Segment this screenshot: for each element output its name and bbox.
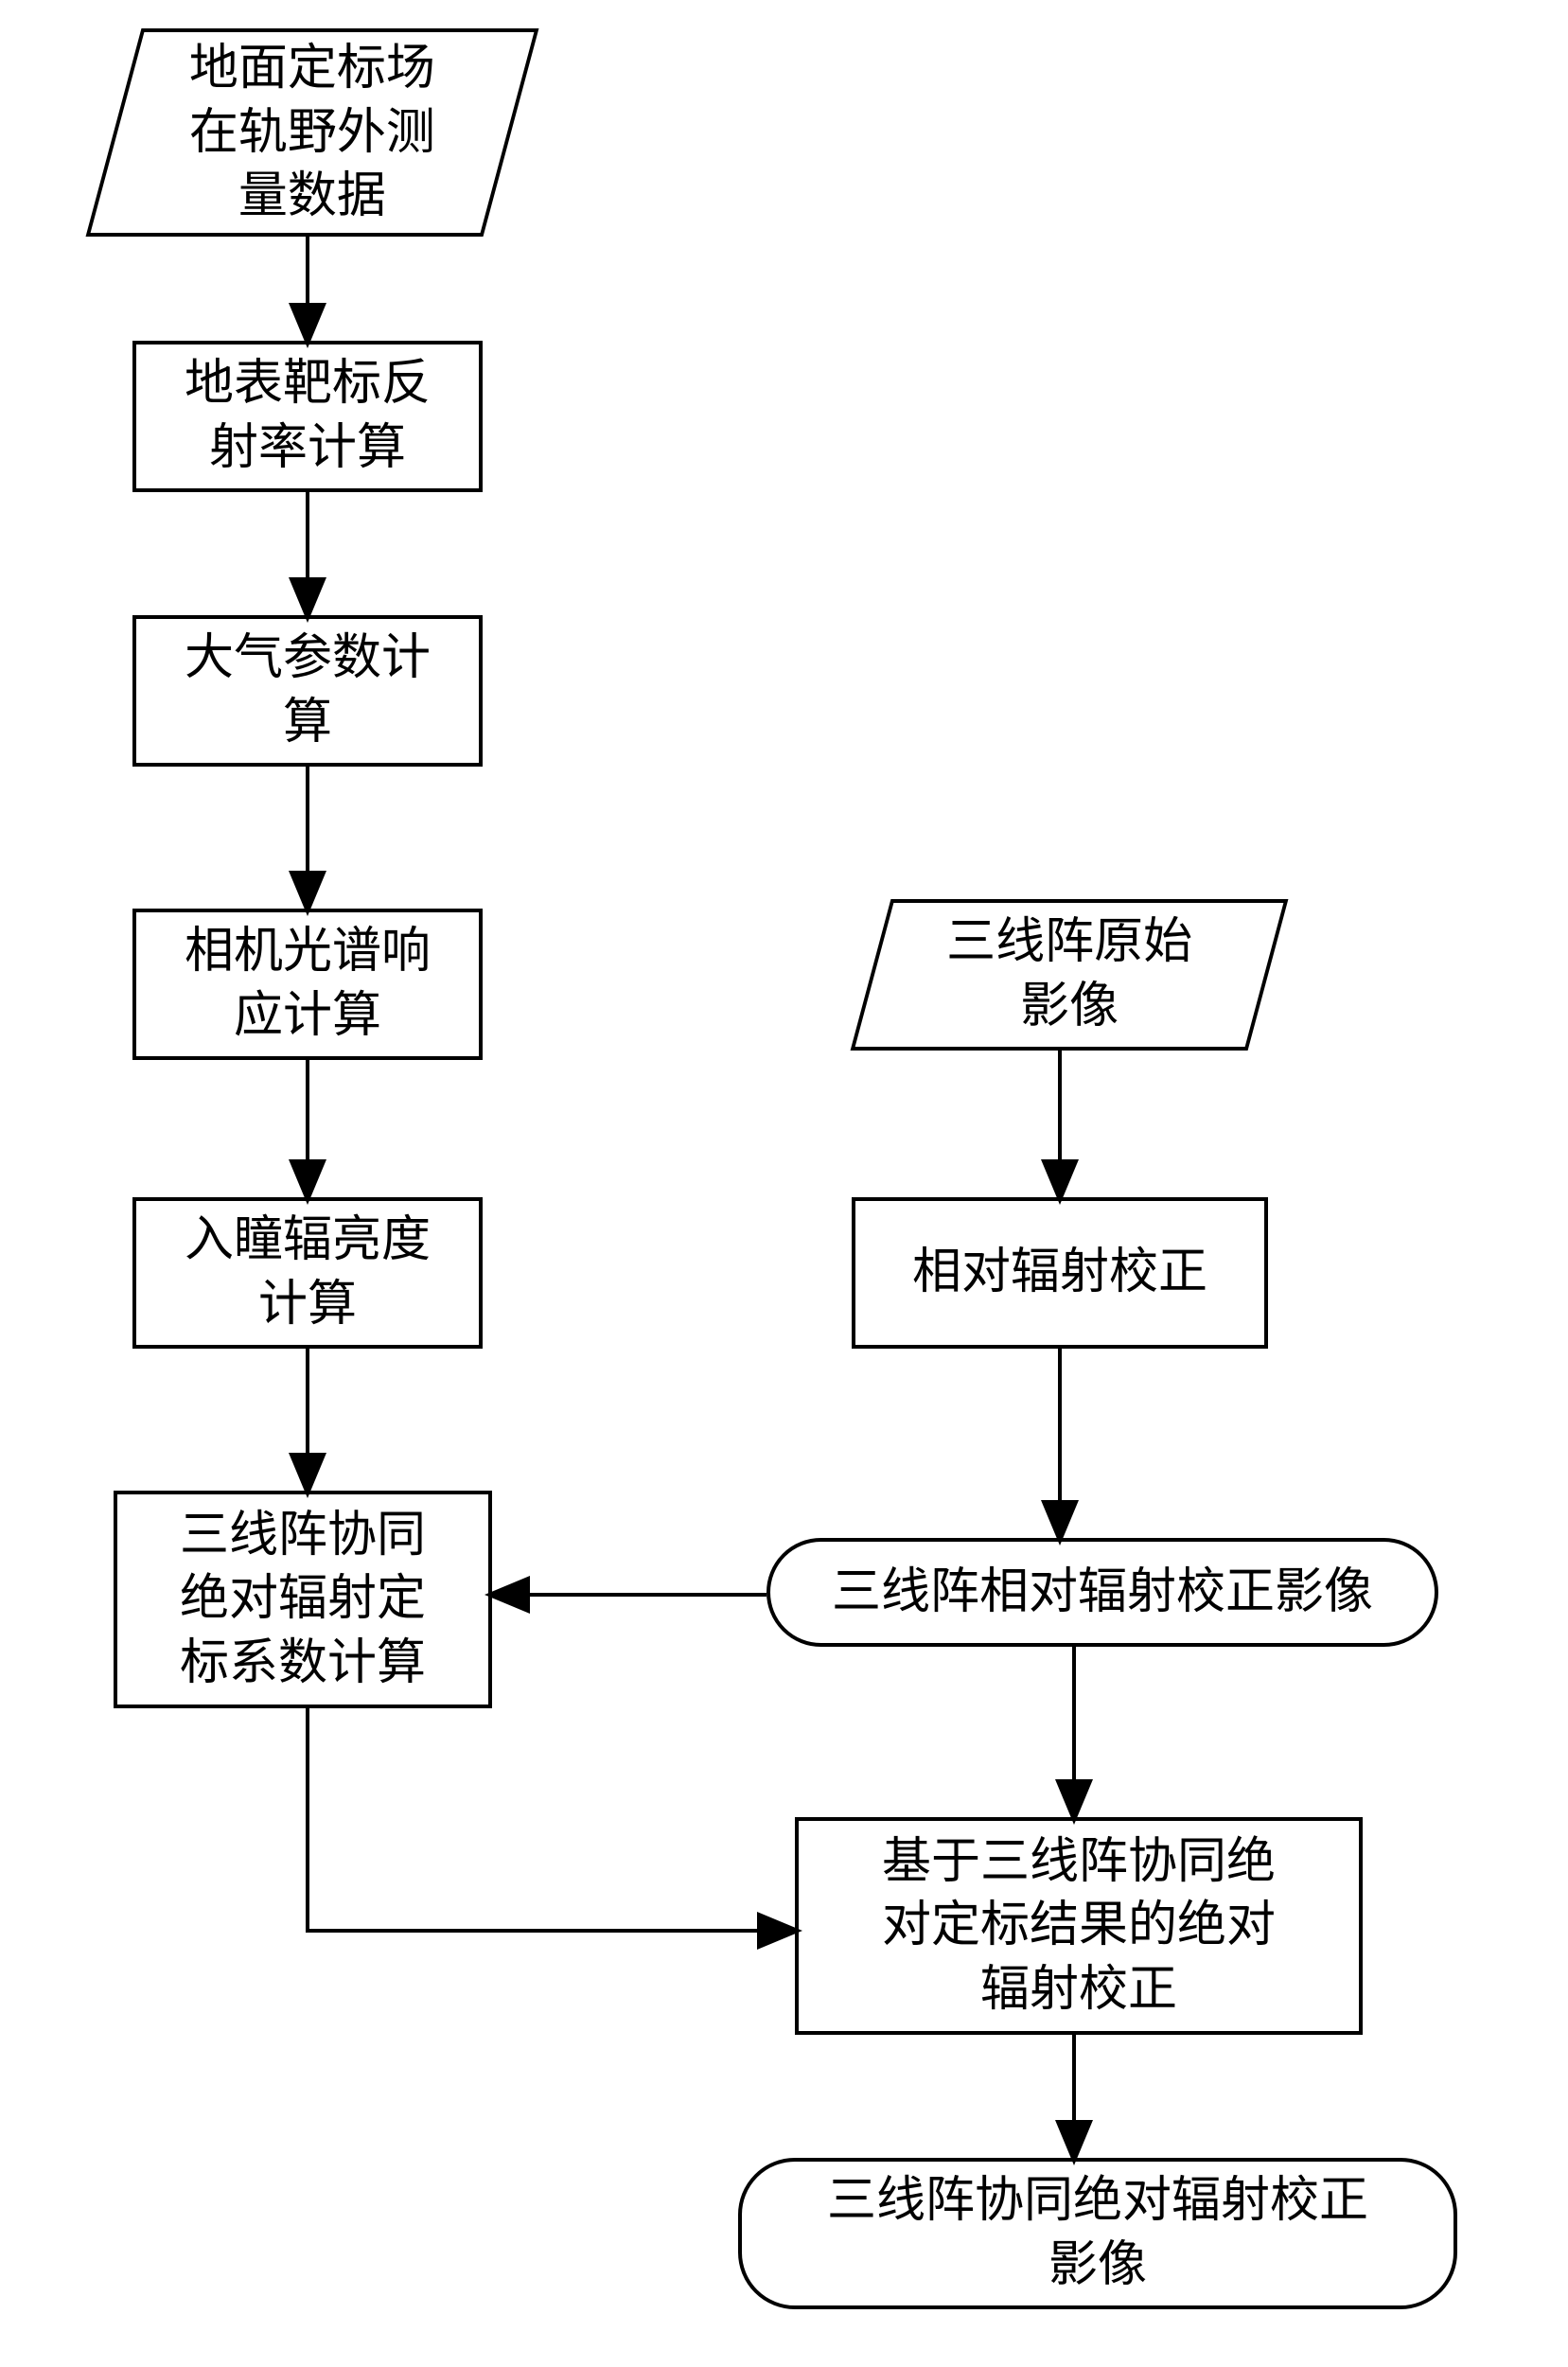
process-absolute-radiometric-correction: 基于三线阵协同绝对定标结果的绝对辐射校正 (795, 1817, 1363, 2035)
node-label: 三线阵协同绝对辐射定标系数计算 (180, 1504, 426, 1696)
process-atmospheric-params: 大气参数计算 (132, 615, 483, 767)
node-label: 地面定标场在轨野外测量数据 (189, 37, 435, 229)
node-label: 入瞳辐亮度计算 (185, 1209, 431, 1336)
output-relative-corrected-image: 三线阵相对辐射校正影像 (766, 1538, 1438, 1647)
node-label: 大气参数计算 (185, 627, 431, 754)
process-surface-target-reflectance: 地表靶标反射率计算 (132, 341, 483, 492)
process-relative-radiometric-correction: 相对辐射校正 (852, 1197, 1268, 1349)
edge-n6-n10 (308, 1708, 795, 1931)
input-trilinear-raw-image: 三线阵原始影像 (851, 899, 1289, 1051)
process-camera-spectral-response: 相机光谱响应计算 (132, 909, 483, 1060)
output-absolute-corrected-image: 三线阵协同绝对辐射校正影像 (738, 2158, 1457, 2309)
node-label: 三线阵协同绝对辐射校正影像 (827, 2169, 1368, 2297)
node-label: 三线阵相对辐射校正影像 (832, 1561, 1373, 1625)
node-label: 基于三线阵协同绝对定标结果的绝对辐射校正 (882, 1830, 1276, 2023)
process-entrance-pupil-radiance: 入瞳辐亮度计算 (132, 1197, 483, 1349)
node-label: 相机光谱响应计算 (185, 920, 431, 1048)
node-label: 三线阵原始影像 (946, 910, 1192, 1038)
input-ground-calibration-data: 地面定标场在轨野外测量数据 (86, 28, 539, 237)
process-trilinear-abs-coeff: 三线阵协同绝对辐射定标系数计算 (114, 1491, 492, 1708)
node-label: 地表靶标反射率计算 (185, 352, 431, 480)
node-label: 相对辐射校正 (912, 1241, 1207, 1305)
